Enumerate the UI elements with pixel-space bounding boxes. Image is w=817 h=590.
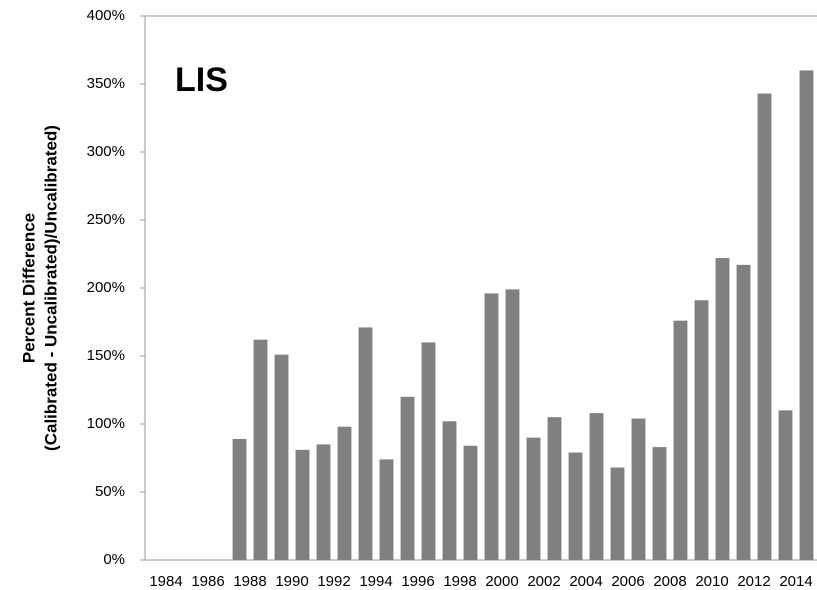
y-tick-label: 300% bbox=[87, 143, 125, 160]
y-axis-label: Percent Difference bbox=[19, 213, 38, 363]
bar bbox=[736, 264, 751, 560]
bar bbox=[568, 452, 583, 560]
bar bbox=[631, 418, 646, 560]
bar bbox=[337, 426, 352, 560]
bar bbox=[505, 289, 520, 560]
y-tick-label: 100% bbox=[87, 415, 125, 432]
bar bbox=[694, 300, 709, 560]
x-tick-label: 1988 bbox=[233, 573, 266, 590]
x-tick-label: 1998 bbox=[443, 573, 476, 590]
x-tick-label: 2002 bbox=[527, 573, 560, 590]
bar bbox=[715, 258, 730, 560]
y-tick-label: 150% bbox=[87, 347, 125, 364]
y-axis-label: (Calibrated - Uncalibrated)/Uncalibrated… bbox=[41, 125, 60, 451]
bar bbox=[421, 342, 436, 560]
bar bbox=[379, 459, 394, 560]
bar bbox=[652, 447, 667, 560]
bar bbox=[526, 437, 541, 560]
x-tick-label: 1986 bbox=[191, 573, 224, 590]
bar bbox=[463, 445, 478, 560]
bar bbox=[316, 444, 331, 560]
x-tick-label: 2014 bbox=[779, 573, 812, 590]
x-tick-label: 1994 bbox=[359, 573, 392, 590]
bar bbox=[589, 413, 604, 560]
x-tick-label: 2000 bbox=[485, 573, 518, 590]
y-tick-label: 250% bbox=[87, 211, 125, 228]
x-tick-label: 1996 bbox=[401, 573, 434, 590]
y-tick-label: 400% bbox=[87, 7, 125, 24]
y-tick-label: 350% bbox=[87, 75, 125, 92]
annotation: LIS bbox=[175, 61, 228, 99]
bar bbox=[400, 396, 415, 560]
bar bbox=[232, 438, 247, 560]
y-tick-label: 0% bbox=[103, 551, 125, 568]
bar bbox=[778, 410, 793, 560]
y-tick-label: 200% bbox=[87, 279, 125, 296]
x-tick-label: 2012 bbox=[737, 573, 770, 590]
bar bbox=[253, 339, 268, 560]
bar bbox=[547, 417, 562, 560]
x-tick-label: 1992 bbox=[317, 573, 350, 590]
x-tick-label: 1990 bbox=[275, 573, 308, 590]
bar bbox=[274, 354, 289, 560]
bar bbox=[358, 327, 373, 560]
bar bbox=[484, 293, 499, 560]
x-tick-label: 2008 bbox=[653, 573, 686, 590]
x-tick-label: 2004 bbox=[569, 573, 602, 590]
bar bbox=[610, 467, 625, 560]
x-tick-label: 1984 bbox=[149, 573, 182, 590]
bar bbox=[673, 320, 688, 560]
bar bbox=[757, 93, 772, 561]
bar bbox=[799, 70, 814, 561]
bar bbox=[442, 421, 457, 560]
bar bbox=[295, 449, 310, 560]
x-tick-label: 2006 bbox=[611, 573, 644, 590]
x-tick-label: 2010 bbox=[695, 573, 728, 590]
y-tick-label: 50% bbox=[95, 483, 125, 500]
